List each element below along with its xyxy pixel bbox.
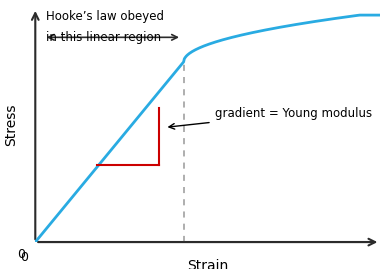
Text: 0: 0: [20, 252, 28, 264]
Text: in this linear region: in this linear region: [45, 31, 161, 44]
Text: Strain: Strain: [187, 259, 229, 269]
Text: gradient = Young modulus: gradient = Young modulus: [169, 107, 372, 129]
Text: Stress: Stress: [4, 104, 18, 146]
Text: 0: 0: [18, 249, 25, 261]
Text: Hooke’s law obeyed: Hooke’s law obeyed: [45, 10, 163, 23]
